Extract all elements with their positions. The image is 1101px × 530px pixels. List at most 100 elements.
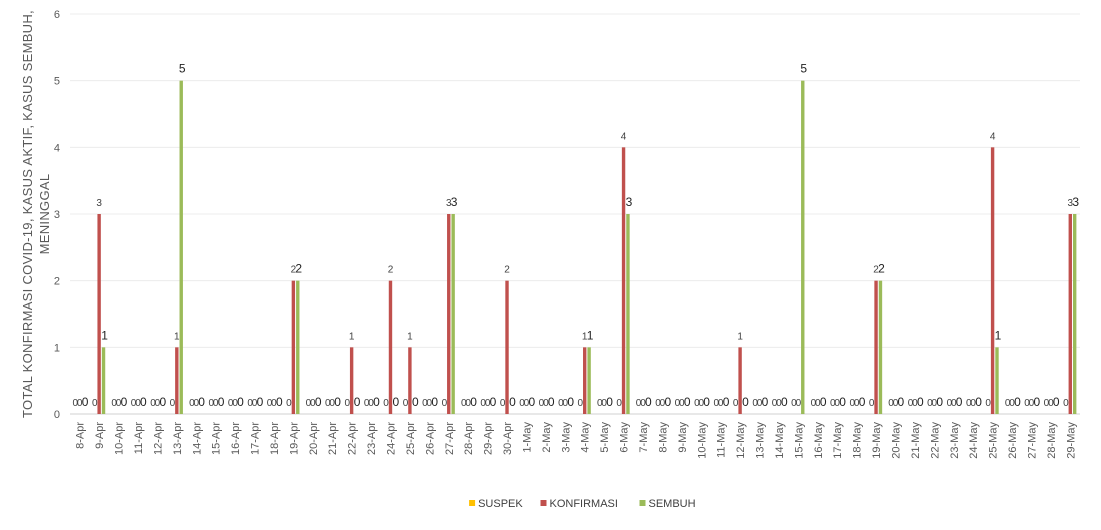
data-label-konfirmasi: 0 bbox=[213, 398, 219, 409]
data-label-konfirmasi: 0 bbox=[834, 398, 840, 409]
data-label-suspek: 0 bbox=[558, 398, 564, 409]
bar-sembuh bbox=[587, 347, 591, 414]
x-tick-label: 16-May bbox=[813, 422, 825, 459]
gridlines bbox=[70, 13, 1080, 415]
data-label-suspek: 0 bbox=[772, 398, 778, 409]
data-label-sembuh: 0 bbox=[1053, 395, 1060, 409]
y-tick-label: 2 bbox=[54, 276, 60, 288]
data-label-konfirmasi: 0 bbox=[465, 398, 471, 409]
bar-sembuh bbox=[451, 214, 455, 414]
data-label-suspek: 0 bbox=[442, 398, 448, 409]
data-label-konfirmasi: 0 bbox=[155, 398, 161, 409]
data-label-sembuh: 0 bbox=[1033, 395, 1040, 409]
data-label-suspek: 0 bbox=[306, 398, 312, 409]
x-tick-label: 20-Apr bbox=[308, 422, 320, 455]
data-label-suspek: 0 bbox=[344, 398, 350, 409]
data-label-konfirmasi: 0 bbox=[485, 398, 491, 409]
data-label-konfirmasi: 0 bbox=[601, 398, 607, 409]
data-label-sembuh: 0 bbox=[975, 395, 982, 409]
data-label-sembuh: 0 bbox=[82, 395, 89, 409]
data-label-sembuh: 0 bbox=[567, 395, 574, 409]
bar-konfirmasi bbox=[175, 347, 179, 414]
data-label-suspek: 0 bbox=[267, 398, 273, 409]
data-label-suspek: 0 bbox=[733, 398, 739, 409]
data-label-konfirmasi: 0 bbox=[970, 398, 976, 409]
data-label-konfirmasi: 0 bbox=[893, 398, 899, 409]
bar-konfirmasi bbox=[874, 280, 878, 414]
x-tick-label: 1-May bbox=[521, 422, 533, 453]
data-label-sembuh: 0 bbox=[393, 395, 400, 409]
data-label-konfirmasi: 4 bbox=[990, 131, 996, 142]
bar-konfirmasi bbox=[408, 347, 412, 414]
y-tick-label: 1 bbox=[54, 342, 60, 354]
data-label-konfirmasi: 2 bbox=[291, 265, 297, 276]
data-label-suspek: 0 bbox=[636, 398, 642, 409]
data-label-sembuh: 2 bbox=[878, 262, 885, 276]
x-axis-ticks: 8-Apr 9-Apr 10-Apr 11-Apr 12-Apr 13-Apr 14-Apr… bbox=[75, 422, 1078, 459]
bar-sembuh bbox=[801, 80, 805, 415]
data-label-sembuh: 0 bbox=[121, 395, 128, 409]
data-label-sembuh: 0 bbox=[742, 395, 749, 409]
data-label-suspek: 0 bbox=[286, 398, 292, 409]
y-tick-label: 5 bbox=[54, 76, 60, 88]
x-tick-label: 25-Apr bbox=[405, 422, 417, 455]
data-label-konfirmasi: 0 bbox=[1009, 398, 1015, 409]
data-label-konfirmasi: 1 bbox=[174, 331, 180, 342]
data-label-suspek: 0 bbox=[92, 398, 98, 409]
data-label-suspek: 0 bbox=[869, 398, 875, 409]
x-tick-label: 30-Apr bbox=[502, 422, 514, 455]
data-label-suspek: 0 bbox=[1005, 398, 1011, 409]
y-tick-label: 0 bbox=[54, 409, 60, 421]
x-tick-label: 11-May bbox=[716, 422, 728, 458]
y-axis-ticks: 0 1 2 3 4 5 6 bbox=[54, 9, 60, 421]
data-label-suspek: 0 bbox=[461, 398, 467, 409]
x-tick-label: 8-Apr bbox=[75, 422, 87, 449]
data-label-sembuh: 0 bbox=[917, 395, 924, 409]
x-tick-label: 16-Apr bbox=[230, 422, 242, 455]
data-label-suspek: 0 bbox=[383, 398, 389, 409]
data-label-sembuh: 0 bbox=[373, 395, 380, 409]
data-label-sembuh: 3 bbox=[1072, 195, 1079, 209]
data-label-konfirmasi: 0 bbox=[252, 398, 258, 409]
data-label-konfirmasi: 0 bbox=[679, 398, 685, 409]
legend-label-konfirmasi: KONFIRMASI bbox=[550, 498, 618, 510]
data-label-suspek: 0 bbox=[73, 398, 79, 409]
data-label-suspek: 0 bbox=[966, 398, 972, 409]
data-label-sembuh: 5 bbox=[800, 62, 807, 76]
data-label-konfirmasi: 0 bbox=[815, 398, 821, 409]
data-label-konfirmasi: 0 bbox=[718, 398, 724, 409]
x-tick-label: 28-Apr bbox=[463, 422, 475, 455]
x-tick-label: 9-Apr bbox=[94, 422, 106, 449]
x-tick-label: 13-May bbox=[755, 422, 767, 459]
bar-konfirmasi bbox=[97, 214, 101, 414]
bar-konfirmasi bbox=[505, 280, 509, 414]
data-label-konfirmasi: 0 bbox=[543, 398, 549, 409]
data-label-sembuh: 0 bbox=[198, 395, 205, 409]
bar-konfirmasi bbox=[738, 347, 742, 414]
x-tick-label: 18-Apr bbox=[269, 422, 281, 455]
y-axis-label-line-1: TOTAL KONFIRMASI COVID-19, KASUS AKTIF, … bbox=[20, 10, 35, 418]
data-label-suspek: 0 bbox=[694, 398, 700, 409]
data-label-konfirmasi: 0 bbox=[660, 398, 666, 409]
data-label-konfirmasi: 3 bbox=[96, 198, 102, 209]
x-tick-label: 12-Apr bbox=[152, 422, 164, 455]
bar-konfirmasi bbox=[621, 147, 626, 415]
data-label-sembuh: 0 bbox=[431, 395, 438, 409]
data-label-suspek: 0 bbox=[170, 398, 176, 409]
data-label-konfirmasi: 0 bbox=[698, 398, 704, 409]
y-axis-label-line-2: MENINGGAL bbox=[37, 174, 52, 255]
data-label-konfirmasi: 0 bbox=[951, 398, 957, 409]
data-label-konfirmasi: 0 bbox=[776, 398, 782, 409]
x-tick-label: 21-Apr bbox=[327, 422, 339, 455]
data-label-suspek: 0 bbox=[422, 398, 428, 409]
data-label-konfirmasi: 0 bbox=[116, 398, 122, 409]
data-label-sembuh: 0 bbox=[703, 395, 710, 409]
data-label-konfirmasi: 2 bbox=[388, 265, 394, 276]
x-tick-label: 9-May bbox=[677, 422, 689, 453]
data-label-konfirmasi: 0 bbox=[310, 398, 316, 409]
x-tick-label: 23-May bbox=[949, 422, 961, 459]
x-tick-label: 12-May bbox=[735, 422, 747, 459]
data-label-konfirmasi: 0 bbox=[271, 398, 277, 409]
